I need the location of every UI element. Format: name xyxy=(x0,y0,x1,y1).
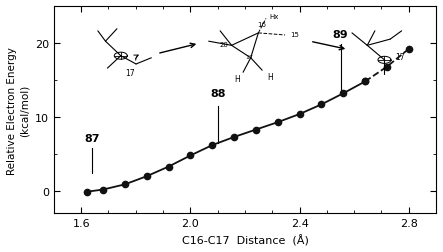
Text: 15: 15 xyxy=(290,32,299,38)
Text: 17: 17 xyxy=(125,69,135,77)
Y-axis label: Relative Electron Energy
(kcal/mol): Relative Electron Energy (kcal/mol) xyxy=(7,46,29,174)
Text: Hx: Hx xyxy=(269,14,278,20)
Text: 17: 17 xyxy=(395,53,404,62)
Text: 87: 87 xyxy=(84,133,100,143)
Text: 20: 20 xyxy=(220,42,229,48)
Text: 17: 17 xyxy=(245,55,253,60)
X-axis label: C16-C17  Distance  (Å): C16-C17 Distance (Å) xyxy=(182,234,308,245)
Text: 88: 88 xyxy=(210,89,225,99)
Text: 16: 16 xyxy=(258,21,267,27)
Text: H: H xyxy=(234,75,240,84)
Text: 89: 89 xyxy=(333,30,348,40)
Text: H: H xyxy=(267,73,273,82)
